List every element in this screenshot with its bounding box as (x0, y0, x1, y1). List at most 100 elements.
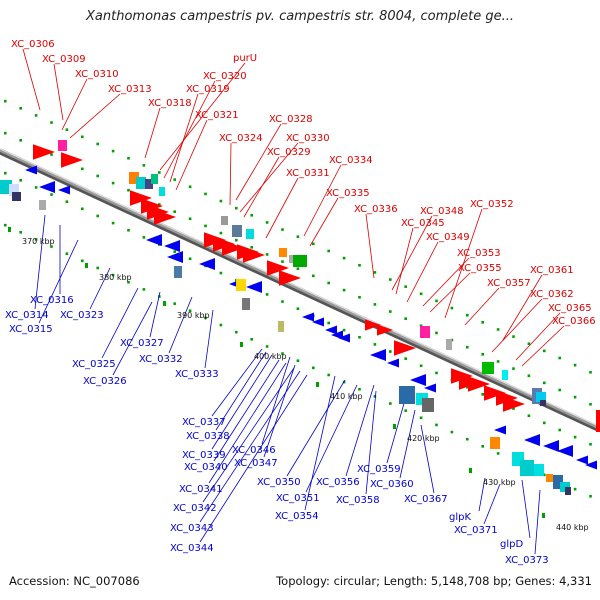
gene-label-top[interactable]: XC_0336 (354, 204, 398, 215)
gene-label-bottom[interactable]: XC_0340 (184, 462, 228, 473)
gene-label-top[interactable]: XC_0349 (426, 232, 470, 243)
reverse-gene-arrow (164, 240, 180, 252)
reverse-gene-arrow (576, 455, 588, 465)
track-dot (512, 335, 515, 338)
reverse-gene-arrow (312, 317, 324, 327)
track-dot (404, 357, 407, 360)
gene-label-bottom[interactable]: XC_0350 (257, 477, 301, 488)
gene-label-bottom[interactable]: XC_0316 (30, 295, 74, 306)
gene-label-top[interactable]: XC_0324 (219, 133, 263, 144)
track-dot (296, 359, 300, 363)
gene-label-bottom[interactable]: XC_0367 (404, 494, 448, 505)
track-dot (19, 106, 22, 110)
gene-block (540, 400, 546, 406)
gene-label-bottom[interactable]: XC_0356 (316, 477, 360, 488)
track-dot (81, 259, 84, 263)
leader-line-top (163, 80, 216, 179)
gene-label-bottom[interactable]: XC_0339 (182, 450, 226, 461)
gene-label-top[interactable]: XC_0361 (530, 265, 574, 276)
gene-label-top[interactable]: XC_0310 (75, 69, 119, 80)
accession-label: Accession: NC_007086 (9, 574, 140, 588)
axis-tick-mark (163, 301, 166, 306)
track-dot (235, 206, 238, 210)
gene-label-top[interactable]: XC_0313 (108, 84, 152, 95)
gene-label-bottom[interactable]: XC_0359 (357, 464, 401, 475)
gene-label-bottom[interactable]: XC_0371 (454, 525, 498, 536)
leader-line-top (22, 48, 41, 111)
track-dot (188, 185, 192, 189)
gene-label-bottom[interactable]: XC_0351 (276, 493, 320, 504)
gene-label-bottom[interactable]: glpD (500, 539, 523, 550)
gene-label-top[interactable]: XC_0345 (401, 218, 445, 229)
forward-gene-arrow (279, 270, 301, 286)
leader-line-bottom (483, 483, 501, 525)
gene-label-bottom[interactable]: XC_0360 (370, 479, 414, 490)
gene-label-bottom[interactable]: glpK (449, 512, 471, 523)
gene-label-top[interactable]: XC_0309 (42, 54, 86, 65)
gene-label-top[interactable]: XC_0320 (203, 71, 247, 82)
gene-label-top[interactable]: XC_0366 (552, 316, 596, 327)
gene-label-bottom[interactable]: XC_0333 (175, 369, 219, 380)
gene-label-bottom[interactable]: XC_0315 (9, 324, 53, 335)
track-dot (50, 245, 53, 248)
gene-label-top[interactable]: XC_0355 (458, 263, 502, 274)
track-dot (158, 171, 161, 174)
track-dot (4, 171, 7, 175)
gene-label-top[interactable]: purU (233, 53, 257, 64)
gene-label-bottom[interactable]: XC_0344 (170, 543, 214, 554)
leader-line-top (144, 107, 161, 159)
gene-label-bottom[interactable]: XC_0341 (179, 484, 223, 495)
leader-line-top (175, 119, 208, 191)
gene-block (534, 464, 544, 476)
gene-label-top[interactable]: XC_0352 (470, 199, 514, 210)
leader-line-bottom (38, 239, 79, 324)
gene-label-top[interactable]: XC_0319 (186, 84, 230, 95)
gene-label-bottom[interactable]: XC_0338 (186, 431, 230, 442)
gene-label-bottom[interactable]: XC_0358 (336, 495, 380, 506)
gene-block (232, 225, 242, 237)
leader-line-bottom (199, 370, 301, 523)
track-dot (65, 252, 69, 255)
track-dot (127, 280, 130, 284)
gene-label-bottom[interactable]: XC_0343 (170, 523, 214, 534)
track-dot (435, 331, 438, 335)
gene-label-bottom[interactable]: XC_0354 (275, 511, 319, 522)
gene-label-bottom[interactable]: XC_0327 (120, 338, 164, 349)
gene-label-top[interactable]: XC_0362 (530, 289, 574, 300)
gene-label-top[interactable]: XC_0357 (487, 278, 531, 289)
gene-label-top[interactable]: XC_0328 (269, 114, 313, 125)
gene-label-top[interactable]: XC_0331 (286, 168, 330, 179)
genome-backbone (0, 148, 600, 430)
gene-label-bottom[interactable]: XC_0337 (182, 417, 226, 428)
gene-label-top[interactable]: XC_0348 (420, 206, 464, 217)
gene-label-bottom[interactable]: XC_0342 (173, 503, 217, 514)
gene-label-top[interactable]: XC_0306 (11, 39, 55, 50)
gene-label-bottom[interactable]: XC_0347 (234, 458, 278, 469)
gene-label-top[interactable]: XC_0353 (457, 248, 501, 259)
track-dot (404, 317, 407, 320)
track-dot (96, 174, 99, 178)
gene-labels[interactable]: XC_0306 XC_0309 XC_0310 XC_0313 XC_0318 purU X… (5, 39, 596, 566)
gene-label-top[interactable]: XC_0321 (195, 110, 239, 121)
gene-label-bottom[interactable]: XC_0346 (232, 445, 276, 456)
gene-label-bottom[interactable]: XC_0325 (72, 359, 116, 370)
gene-label-top[interactable]: XC_0334 (329, 155, 373, 166)
track-dot (358, 295, 361, 299)
leader-line-top (239, 142, 299, 213)
gene-block (174, 266, 182, 278)
gene-label-top[interactable]: XC_0335 (326, 188, 370, 199)
gene-label-bottom[interactable]: XC_0323 (60, 310, 104, 321)
gene-label-top[interactable]: XC_0318 (148, 98, 192, 109)
gene-label-bottom[interactable]: XC_0373 (505, 555, 549, 566)
gene-label-bottom[interactable]: XC_0326 (83, 376, 127, 387)
track-dot (481, 445, 484, 448)
gene-label-bottom[interactable]: XC_0332 (139, 354, 183, 365)
gene-label-top[interactable]: XC_0330 (286, 133, 330, 144)
track-dot (496, 360, 500, 363)
gene-label-top[interactable]: XC_0365 (548, 303, 592, 314)
gene-block (159, 187, 165, 196)
track-dot (142, 236, 146, 239)
gene-label-top[interactable]: XC_0329 (267, 147, 311, 158)
gene-label-bottom[interactable]: XC_0314 (5, 310, 49, 321)
track-dot (481, 393, 484, 396)
